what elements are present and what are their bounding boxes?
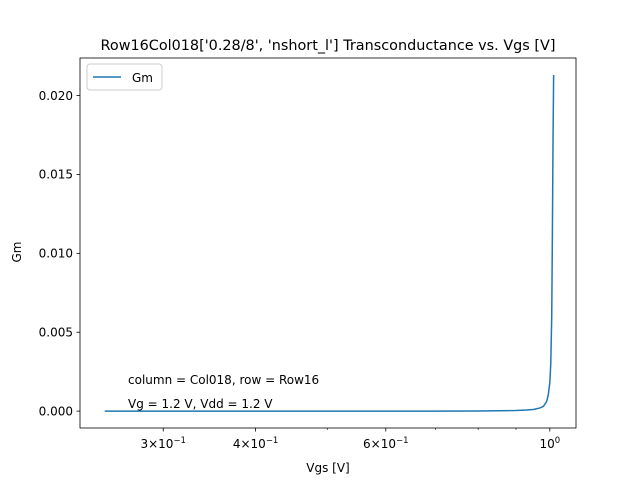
x-tick-label: 4×10−1 [233,436,278,451]
y-tick-label: 0.000 [39,404,73,418]
chart-title: Row16Col018['0.28/8', 'nshort_l'] Transc… [101,38,556,54]
y-axis: 0.000 0.005 0.010 0.015 0.020 [39,89,80,418]
annotation-voltages: Vg = 1.2 V, Vdd = 1.2 V [128,397,273,411]
x-axis: 3×10−1 4×10−1 6×10−1 100 [140,428,560,451]
legend-label-gm: Gm [132,71,153,85]
y-axis-label: Gm [10,242,24,263]
x-tick-label: 100 [539,436,560,451]
x-tick-label: 3×10−1 [140,436,186,451]
y-tick-label: 0.010 [39,247,73,261]
y-tick-label: 0.015 [39,168,73,182]
legend: Gm [86,63,163,91]
series-line-gm [104,75,555,412]
y-tick-label: 0.005 [39,326,73,340]
x-axis-label: Vgs [V] [306,461,349,475]
plot-frame [79,57,577,429]
legend-box [86,63,163,91]
y-tick-label: 0.020 [39,89,73,103]
annotation-column-row: column = Col018, row = Row16 [128,373,319,387]
plot-area [104,75,555,412]
x-tick-label: 6×10−1 [363,436,409,451]
